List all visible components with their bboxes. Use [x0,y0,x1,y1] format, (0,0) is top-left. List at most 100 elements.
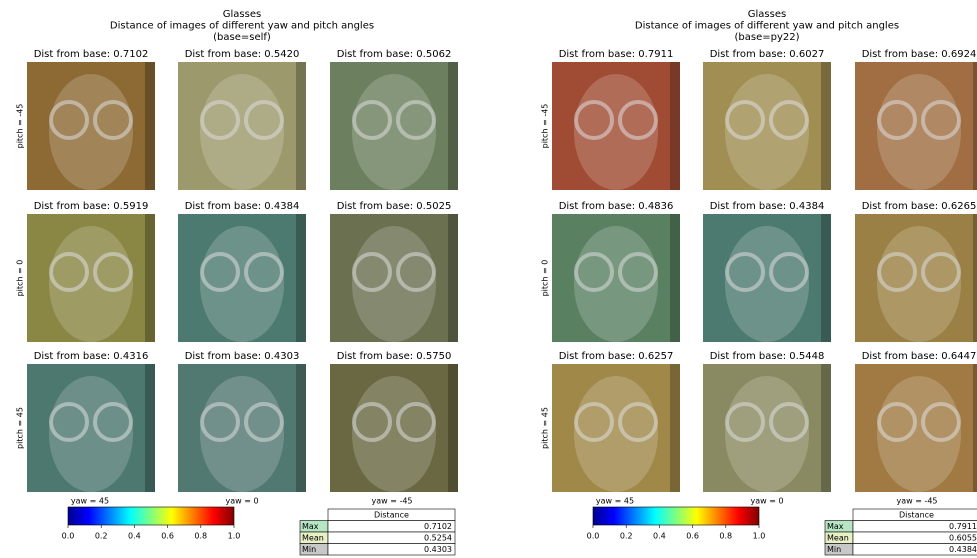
colorbar-tick-label: 0.6 [686,532,699,541]
col-label: yaw = 0 [225,497,258,506]
colorbar-tick-label: 1.0 [228,532,241,541]
cell-title: Dist from base: 0.4316 [34,351,149,362]
cell-title: Dist from base: 0.5025 [337,201,452,212]
cell-title: Dist from base: 0.4384 [185,201,300,212]
row-label: pitch = 0 [541,260,550,297]
face [877,226,961,342]
colorbar-tick-label: 0.4 [653,532,666,541]
cell-title: Dist from base: 0.5750 [337,351,452,362]
col-label: yaw = 45 [596,497,634,506]
row-label: pitch = 0 [16,260,25,297]
colorbar-tick-label: 0.2 [620,532,633,541]
cell-title: Dist from base: 0.4836 [559,201,674,212]
cell-title: Dist from base: 0.5919 [34,201,149,212]
col-label: yaw = -45 [896,497,937,506]
colorbar-tick-label: 1.0 [753,532,766,541]
row-label: pitch = -45 [541,104,550,149]
colorbar-tick-label: 0.8 [719,532,732,541]
panel-title: (base=self) [213,32,271,43]
colorbar-tick-label: 0.4 [128,532,141,541]
col-label: yaw = 0 [750,497,783,506]
colorbar-tick-label: 0.2 [95,532,108,541]
panel-title: Glasses [748,9,786,20]
colorbar-tick-label: 0.0 [587,532,600,541]
image-edge [973,364,977,492]
col-label: yaw = 45 [71,497,109,506]
canvas: GlassesDistance of images of different y… [0,0,977,558]
cell-title: Dist from base: 0.4384 [710,201,825,212]
cell-title: Dist from base: 0.6027 [710,49,825,60]
face [352,376,436,492]
colorbar [68,507,234,525]
cell-title: Dist from base: 0.4303 [185,351,300,362]
cell-title: Dist from base: 0.7911 [559,49,674,60]
table-value: 0.7102 [424,522,452,531]
image-edge [670,214,680,342]
image-edge [296,364,306,492]
table-row-label: Max [302,522,319,531]
cell-title: Dist from base: 0.7102 [34,49,149,60]
col-label: yaw = -45 [371,497,412,506]
table-header: Distance [899,510,934,519]
panel-title: Distance of images of different yaw and … [110,21,374,32]
face [49,376,133,492]
image-edge [296,214,306,342]
image-edge [448,364,458,492]
cell-title: Dist from base: 0.5448 [710,351,825,362]
face [49,226,133,342]
table-row-label: Mean [827,533,849,542]
row-label: pitch = -45 [16,104,25,149]
panel-title: (base=py22) [734,32,799,43]
table-row-label: Mean [302,533,324,542]
face [200,226,284,342]
panel-title: Glasses [223,9,261,20]
image-edge [821,364,831,492]
cell-title: Dist from base: 0.6447 [862,351,977,362]
cell-title: Dist from base: 0.6265 [862,201,977,212]
row-label: pitch = 45 [16,407,25,449]
colorbar-tick-label: 0.0 [62,532,75,541]
image-edge [145,364,155,492]
colorbar [593,507,759,525]
face [725,74,809,190]
table-value: 0.4303 [424,545,452,554]
image-edge [821,214,831,342]
cell-title: Dist from base: 0.6257 [559,351,674,362]
face [352,226,436,342]
image-edge [145,214,155,342]
colorbar-tick-label: 0.8 [194,532,207,541]
row-label: pitch = 45 [541,407,550,449]
cell-title: Dist from base: 0.5420 [185,49,300,60]
face [352,74,436,190]
table-header: Distance [374,510,409,519]
image-edge [145,62,155,190]
face [49,74,133,190]
face [200,74,284,190]
image-edge [670,62,680,190]
figure: GlassesDistance of images of different y… [0,0,977,558]
face [574,226,658,342]
table-value: 0.6055 [949,533,977,542]
table-row-label: Min [827,545,841,554]
face [200,376,284,492]
face [877,376,961,492]
image-edge [821,62,831,190]
image-edge [296,62,306,190]
face [725,226,809,342]
table-row-label: Max [827,522,844,531]
face [574,376,658,492]
image-edge [448,214,458,342]
face [877,74,961,190]
colorbar-tick-label: 0.6 [161,532,174,541]
cell-title: Dist from base: 0.6924 [862,49,977,60]
image-edge [973,62,977,190]
table-row-label: Min [302,545,316,554]
table-value: 0.7911 [949,522,977,531]
image-edge [670,364,680,492]
table-value: 0.4384 [949,545,977,554]
image-edge [973,214,977,342]
face [574,74,658,190]
image-edge [448,62,458,190]
face [725,376,809,492]
panel-title: Distance of images of different yaw and … [635,21,899,32]
